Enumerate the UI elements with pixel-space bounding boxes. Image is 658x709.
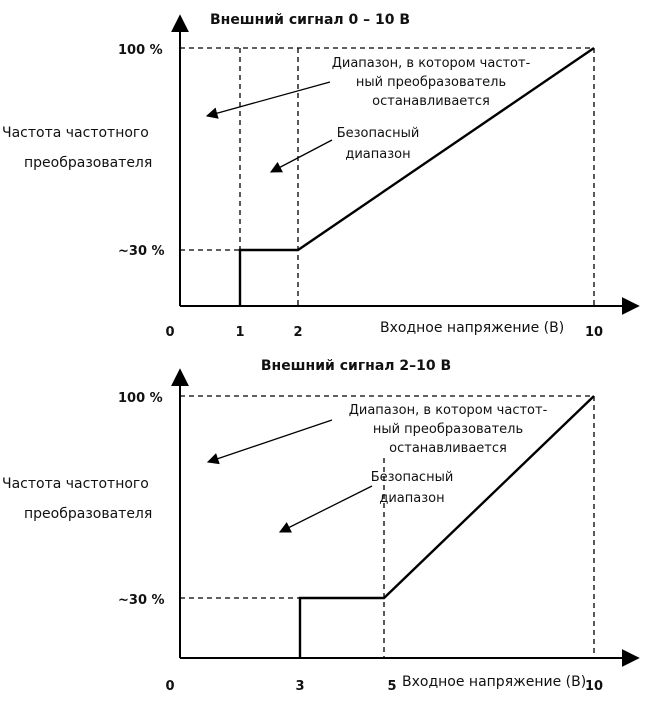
- x-tick-2: 2: [293, 325, 302, 340]
- safe-range-note-line1: Безопасный: [371, 470, 454, 485]
- y-tick-30: ~30 %: [118, 593, 165, 608]
- safe-range-arrow: [280, 486, 372, 532]
- safe-range-note-line2: диапазон: [379, 491, 444, 506]
- x-tick-0: 0: [165, 325, 174, 340]
- y-tick-100: 100 %: [118, 391, 163, 406]
- stop-range-arrow: [207, 82, 330, 116]
- safe-range-note-line1: Безопасный: [337, 126, 420, 141]
- stop-range-note-line1: Диапазон, в котором частот-: [332, 56, 531, 71]
- x-tick-0: 0: [165, 679, 174, 694]
- x-tick-10: 10: [585, 325, 603, 340]
- y-tick-30: ~30 %: [118, 244, 165, 259]
- stop-range-note-line2: ный преобразователь: [373, 422, 523, 437]
- x-tick-10: 10: [585, 679, 603, 694]
- x-tick-3: 3: [295, 679, 304, 694]
- x-tick-5: 5: [387, 679, 396, 694]
- chart-bottom: Внешний сигнал 2–10 В 100 % ~30 % Частот…: [2, 358, 638, 694]
- safe-range-note-line2: диапазон: [345, 147, 410, 162]
- stop-range-note-line1: Диапазон, в котором частот-: [349, 403, 548, 418]
- y-tick-100: 100 %: [118, 43, 163, 58]
- chart-title: Внешний сигнал 0 – 10 В: [210, 12, 410, 28]
- stop-range-arrow: [208, 420, 332, 462]
- safe-range-arrow: [271, 140, 332, 172]
- stop-range-note-line3: останавливается: [372, 94, 490, 109]
- x-axis-label: Входное напряжение (В): [402, 674, 586, 690]
- chart-top: Внешний сигнал 0 – 10 В 100 % ~30 % Част…: [2, 12, 638, 340]
- x-tick-1: 1: [235, 325, 244, 340]
- stop-range-note-line3: останавливается: [389, 441, 507, 456]
- y-axis-label-line1: Частота частотного: [2, 125, 149, 141]
- y-axis-label-line2: преобразователя: [24, 155, 152, 171]
- y-axis-label-line1: Частота частотного: [2, 476, 149, 492]
- y-axis-label-line2: преобразователя: [24, 506, 152, 522]
- stop-range-note-line2: ный преобразователь: [356, 75, 506, 90]
- chart-title: Внешний сигнал 2–10 В: [261, 358, 451, 374]
- x-axis-label: Входное напряжение (В): [380, 320, 564, 336]
